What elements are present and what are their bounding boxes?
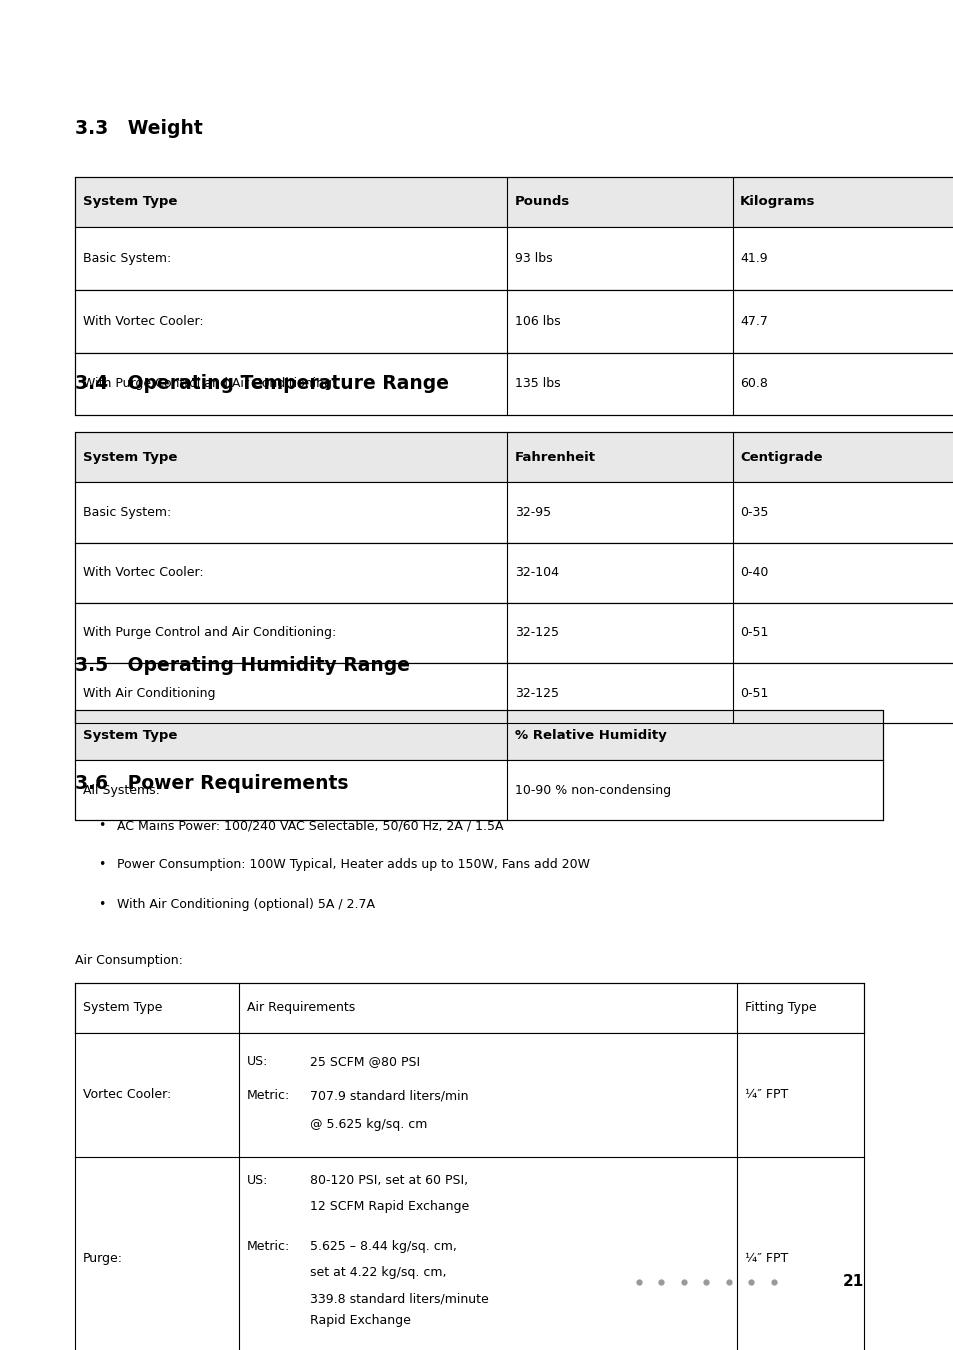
Text: 0-51: 0-51 — [740, 687, 768, 699]
Text: System Type: System Type — [83, 196, 177, 208]
Text: 41.9: 41.9 — [740, 251, 767, 265]
Bar — [75, 663, 953, 724]
Text: 21: 21 — [841, 1274, 863, 1289]
Bar — [75, 177, 953, 227]
Text: Centigrade: Centigrade — [740, 451, 821, 464]
Bar — [75, 983, 863, 1033]
Text: Rapid Exchange: Rapid Exchange — [310, 1315, 411, 1327]
Text: •: • — [98, 859, 106, 872]
Text: Vortec Cooler:: Vortec Cooler: — [83, 1088, 171, 1102]
Text: AC Mains Power: 100/240 VAC Selectable, 50/60 Hz, 2A / 1.5A: AC Mains Power: 100/240 VAC Selectable, … — [117, 819, 503, 832]
Text: With Vortec Cooler:: With Vortec Cooler: — [83, 315, 203, 328]
Text: 135 lbs: 135 lbs — [515, 378, 559, 390]
Text: 32-104: 32-104 — [515, 566, 558, 579]
Text: 47.7: 47.7 — [740, 315, 767, 328]
Text: 3.5   Operating Humidity Range: 3.5 Operating Humidity Range — [75, 656, 410, 675]
Text: System Type: System Type — [83, 729, 177, 741]
Bar — [75, 482, 953, 543]
Text: With Air Conditioning: With Air Conditioning — [83, 687, 215, 699]
Bar — [75, 603, 953, 663]
Text: Basic System:: Basic System: — [83, 506, 171, 518]
Text: 32-95: 32-95 — [515, 506, 550, 518]
Text: Metric:: Metric: — [247, 1239, 290, 1253]
Text: 0-40: 0-40 — [740, 566, 768, 579]
Text: 3.4   Operating Temperature Range: 3.4 Operating Temperature Range — [75, 374, 449, 393]
Bar — [75, 1033, 863, 1157]
Text: Air Consumption:: Air Consumption: — [75, 954, 183, 967]
Text: ¼″ FPT: ¼″ FPT — [744, 1088, 787, 1102]
Bar — [75, 710, 882, 760]
Text: 5.625 – 8.44 kg/sq. cm,: 5.625 – 8.44 kg/sq. cm, — [310, 1239, 456, 1253]
Text: Fahrenheit: Fahrenheit — [515, 451, 595, 464]
Text: •: • — [98, 898, 106, 911]
Text: 0-35: 0-35 — [740, 506, 768, 518]
Text: 10-90 % non-condensing: 10-90 % non-condensing — [515, 784, 670, 796]
Text: •: • — [98, 819, 106, 832]
Text: 3.6   Power Requirements: 3.6 Power Requirements — [75, 774, 348, 792]
Text: 707.9 standard liters/min: 707.9 standard liters/min — [310, 1089, 468, 1102]
Text: With Purge Control and Air Conditioning:: With Purge Control and Air Conditioning: — [83, 378, 335, 390]
Text: Power Consumption: 100W Typical, Heater adds up to 150W, Fans add 20W: Power Consumption: 100W Typical, Heater … — [117, 859, 590, 872]
Text: Basic System:: Basic System: — [83, 251, 171, 265]
Text: Air Requirements: Air Requirements — [247, 1002, 355, 1014]
Text: 93 lbs: 93 lbs — [515, 251, 552, 265]
Text: 106 lbs: 106 lbs — [515, 315, 559, 328]
Text: 32-125: 32-125 — [515, 687, 558, 699]
Text: set at 4.22 kg/sq. cm,: set at 4.22 kg/sq. cm, — [310, 1266, 446, 1278]
Text: US:: US: — [247, 1054, 268, 1068]
Text: With Purge Control and Air Conditioning:: With Purge Control and Air Conditioning: — [83, 626, 335, 640]
Text: 12 SCFM Rapid Exchange: 12 SCFM Rapid Exchange — [310, 1200, 469, 1214]
Bar — [75, 352, 953, 416]
Text: ¼″ FPT: ¼″ FPT — [744, 1253, 787, 1265]
Text: 3.3   Weight: 3.3 Weight — [75, 119, 203, 138]
Bar — [75, 760, 882, 821]
Text: Kilograms: Kilograms — [740, 196, 815, 208]
Text: 0-51: 0-51 — [740, 626, 768, 640]
Bar — [75, 543, 953, 603]
Text: System Type: System Type — [83, 451, 177, 464]
Text: System Type: System Type — [83, 1002, 162, 1014]
Text: 60.8: 60.8 — [740, 378, 767, 390]
Bar — [75, 290, 953, 352]
Bar — [75, 1157, 863, 1350]
Text: With Air Conditioning (optional) 5A / 2.7A: With Air Conditioning (optional) 5A / 2.… — [117, 898, 375, 911]
Text: Purge:: Purge: — [83, 1253, 123, 1265]
Text: US:: US: — [247, 1174, 268, 1187]
Bar — [75, 227, 953, 290]
Text: @ 5.625 kg/sq. cm: @ 5.625 kg/sq. cm — [310, 1118, 427, 1131]
Text: Metric:: Metric: — [247, 1089, 290, 1102]
Text: 339.8 standard liters/minute: 339.8 standard liters/minute — [310, 1292, 488, 1305]
Text: 32-125: 32-125 — [515, 626, 558, 640]
Text: % Relative Humidity: % Relative Humidity — [515, 729, 666, 741]
Text: Fitting Type: Fitting Type — [744, 1002, 816, 1014]
Text: 80-120 PSI, set at 60 PSI,: 80-120 PSI, set at 60 PSI, — [310, 1174, 468, 1187]
Text: 25 SCFM @80 PSI: 25 SCFM @80 PSI — [310, 1054, 419, 1068]
Bar — [75, 432, 953, 482]
Text: With Vortec Cooler:: With Vortec Cooler: — [83, 566, 203, 579]
Text: All Systems:: All Systems: — [83, 784, 159, 796]
Text: Pounds: Pounds — [515, 196, 569, 208]
